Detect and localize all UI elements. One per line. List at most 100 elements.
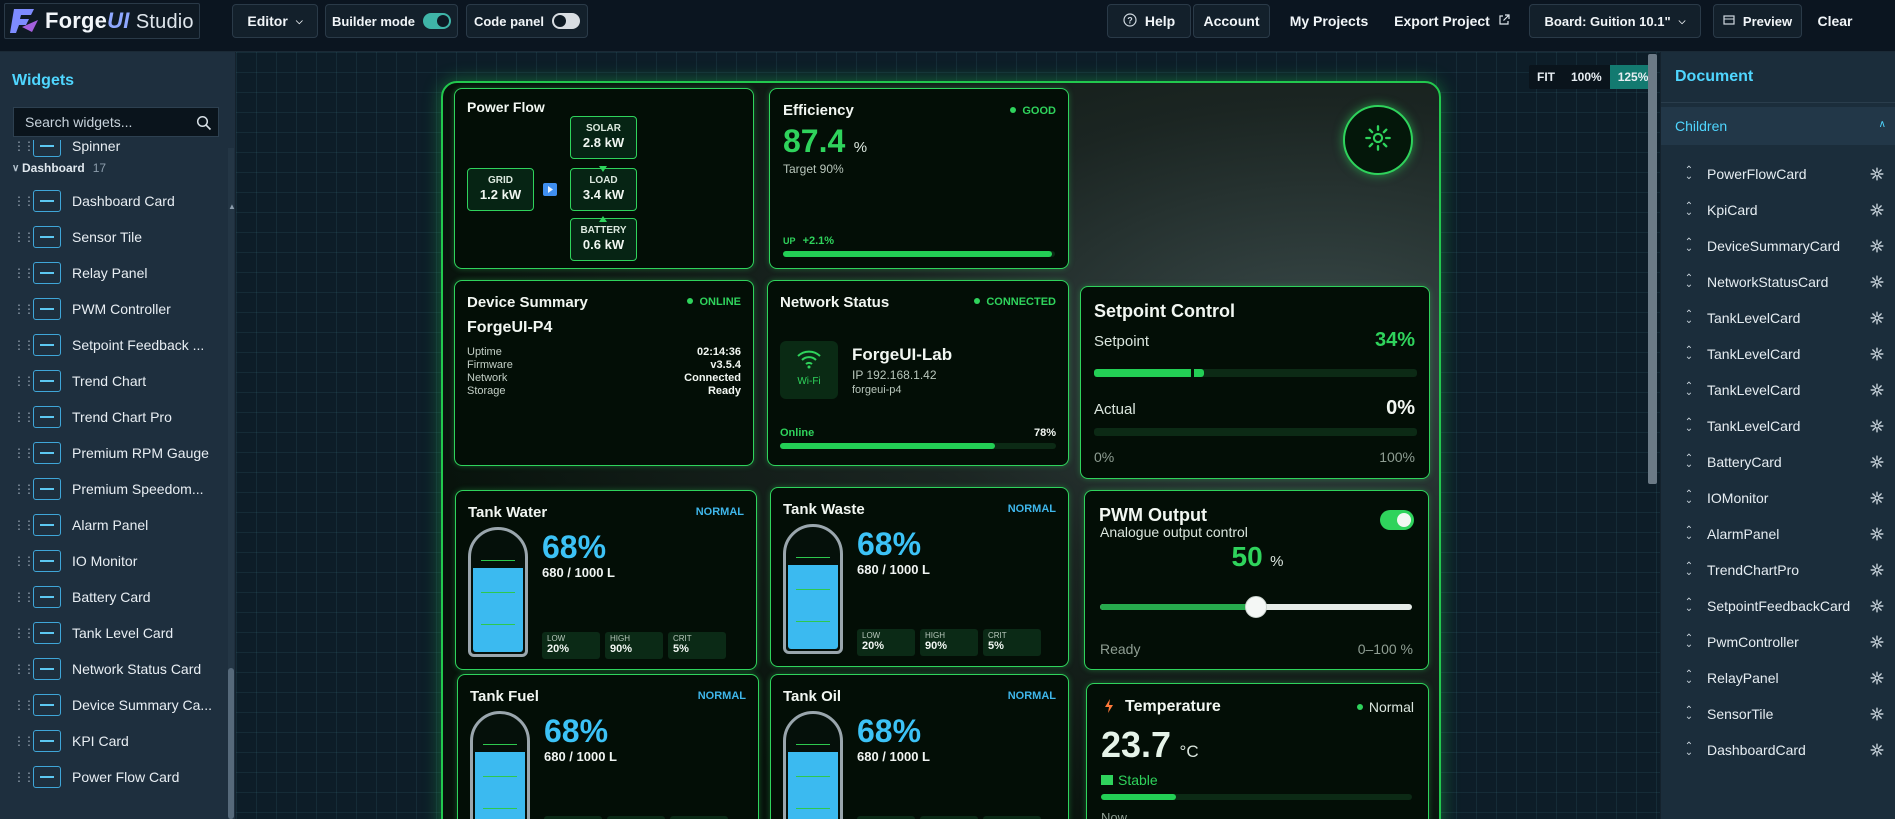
widget-item[interactable]: ⋮⋮ Alarm Panel [0,509,226,541]
builder-mode-switch[interactable] [423,13,452,29]
account-button[interactable]: Account [1193,4,1270,38]
temperature-card[interactable]: Temperature Normal 23.7 °C Stable Now [1086,683,1429,819]
device-screen[interactable]: Power Flow SOLAR 2.8 kW GRID 1.2 kW LOAD… [441,81,1441,819]
gear-icon[interactable] [1870,527,1884,541]
reorder-icon[interactable]: ⌃ ⌄ [1684,561,1694,578]
document-child-item[interactable]: ⌃ ⌄ TankLevelCard [1661,300,1895,336]
widget-group-dashboard[interactable]: ∨ Dashboard 17 [0,156,226,180]
document-child-item[interactable]: ⌃ ⌄ DashboardCard [1661,732,1895,768]
reorder-icon[interactable]: ⌃ ⌄ [1684,597,1694,614]
widget-item[interactable]: ⋮⋮ Relay Panel [0,257,226,289]
gear-icon[interactable] [1870,239,1884,253]
builder-mode-toggle[interactable]: Builder mode [325,4,458,38]
document-child-item[interactable]: ⌃ ⌄ KpiCard [1661,192,1895,228]
gear-icon[interactable] [1870,455,1884,469]
gear-icon[interactable] [1870,635,1884,649]
my-projects-link[interactable]: My Projects [1279,4,1379,38]
setpoint-slider[interactable] [1094,369,1417,377]
settings-button[interactable] [1343,105,1413,175]
widget-item[interactable]: ⋮⋮ IO Monitor [0,545,226,577]
widget-item[interactable]: ⋮⋮ Premium RPM Gauge [0,437,226,469]
reorder-icon[interactable]: ⌃ ⌄ [1684,489,1694,506]
clear-button[interactable]: Clear [1808,4,1862,38]
gear-icon[interactable] [1870,347,1884,361]
reorder-icon[interactable]: ⌃ ⌄ [1684,309,1694,326]
widget-item[interactable]: ⋮⋮ KPI Card [0,725,226,757]
drag-handle-icon[interactable]: ⋮⋮ [13,698,35,712]
widget-item-spinner[interactable]: ⋮⋮ Spinner [0,140,226,162]
pwm-enable-toggle[interactable] [1380,510,1414,530]
app-logo[interactable]: ForgeUI Studio [4,3,200,39]
tank-level-card[interactable]: Tank Waste NORMAL 68% 680 / 1000 L LOW 20% HIG… [770,487,1069,667]
widget-search-input[interactable] [13,107,219,137]
tank-level-card[interactable]: Tank Water NORMAL 68% 680 / 1000 L LOW 20% HIG… [455,490,757,670]
document-child-item[interactable]: ⌃ ⌄ DeviceSummaryCard [1661,228,1895,264]
drag-handle-icon[interactable]: ⋮⋮ [13,374,35,388]
slider-thumb[interactable] [1245,596,1267,618]
widget-item[interactable]: ⋮⋮ Tank Level Card [0,617,226,649]
help-button[interactable]: ? Help [1107,4,1191,38]
drag-handle-icon[interactable]: ⋮⋮ [13,338,35,352]
widget-item[interactable]: ⋮⋮ PWM Controller [0,293,226,325]
reorder-icon[interactable]: ⌃ ⌄ [1684,741,1694,758]
widget-item[interactable]: ⋮⋮ Device Summary Ca... [0,689,226,721]
editor-dropdown[interactable]: Editor ⌵ [232,4,318,38]
children-section-header[interactable]: Children ∧ [1661,107,1895,145]
pwm-output-card[interactable]: PWM Output Analogue output control 50 % … [1084,490,1429,670]
drag-handle-icon[interactable]: ⋮⋮ [13,626,35,640]
reorder-icon[interactable]: ⌃ ⌄ [1684,237,1694,254]
reorder-icon[interactable]: ⌃ ⌄ [1684,669,1694,686]
widget-item[interactable]: ⋮⋮ Battery Card [0,581,226,613]
reorder-icon[interactable]: ⌃ ⌄ [1684,273,1694,290]
drag-handle-icon[interactable]: ⋮⋮ [13,554,35,568]
widget-item[interactable]: ⋮⋮ Network Status Card [0,653,226,685]
gear-icon[interactable] [1870,311,1884,325]
document-child-item[interactable]: ⌃ ⌄ TrendChartPro [1661,552,1895,588]
pwm-slider[interactable] [1100,596,1412,618]
drag-handle-icon[interactable]: ⋮⋮ [13,266,35,280]
document-child-item[interactable]: ⌃ ⌄ TankLevelCard [1661,336,1895,372]
reorder-icon[interactable]: ⌃ ⌄ [1684,381,1694,398]
reorder-icon[interactable]: ⌃ ⌄ [1684,453,1694,470]
document-child-item[interactable]: ⌃ ⌄ PowerFlowCard [1661,156,1895,192]
canvas-scrollbar[interactable] [1648,54,1657,484]
drag-handle-icon[interactable]: ⋮⋮ [13,140,35,153]
design-canvas[interactable]: FIT 100% 125% Power Flow SOLAR 2.8 kW GR… [236,52,1660,819]
board-select[interactable]: Board: Guition 10.1" ⌵ [1529,4,1701,38]
gear-icon[interactable] [1870,707,1884,721]
widget-item[interactable]: ⋮⋮ Sensor Tile [0,221,226,253]
reorder-icon[interactable]: ⌃ ⌄ [1684,525,1694,542]
drag-handle-icon[interactable]: ⋮⋮ [13,518,35,532]
document-child-item[interactable]: ⌃ ⌄ PwmController [1661,624,1895,660]
export-project-link[interactable]: Export Project [1389,4,1515,38]
drag-handle-icon[interactable]: ⋮⋮ [13,410,35,424]
drag-handle-icon[interactable]: ⋮⋮ [13,230,35,244]
reorder-icon[interactable]: ⌃ ⌄ [1684,165,1694,182]
drag-handle-icon[interactable]: ⋮⋮ [13,302,35,316]
network-status-card[interactable]: Network Status CONNECTED Wi-Fi ForgeUI-L… [767,280,1069,466]
drag-handle-icon[interactable]: ⋮⋮ [13,770,35,784]
gear-icon[interactable] [1870,383,1884,397]
gear-icon[interactable] [1870,599,1884,613]
preview-button[interactable]: Preview [1713,4,1802,38]
drag-handle-icon[interactable]: ⋮⋮ [13,482,35,496]
search-icon[interactable] [196,115,212,131]
widget-item[interactable]: ⋮⋮ Setpoint Feedback ... [0,329,226,361]
setpoint-control-card[interactable]: Setpoint Control Setpoint 34% Actual 0% … [1080,286,1430,479]
reorder-icon[interactable]: ⌃ ⌄ [1684,345,1694,362]
document-child-item[interactable]: ⌃ ⌄ RelayPanel [1661,660,1895,696]
drag-handle-icon[interactable]: ⋮⋮ [13,590,35,604]
document-child-item[interactable]: ⌃ ⌄ NetworkStatusCard [1661,264,1895,300]
scroll-up-icon[interactable]: ▲ [228,202,236,211]
drag-handle-icon[interactable]: ⋮⋮ [13,662,35,676]
device-summary-card[interactable]: Device Summary ONLINE ForgeUI-P4 Uptime 0… [454,280,754,466]
gear-icon[interactable] [1870,275,1884,289]
document-child-item[interactable]: ⌃ ⌄ TankLevelCard [1661,372,1895,408]
widget-item[interactable]: ⋮⋮ Premium Speedom... [0,473,226,505]
drag-handle-icon[interactable]: ⋮⋮ [13,194,35,208]
gear-icon[interactable] [1870,491,1884,505]
document-child-item[interactable]: ⌃ ⌄ SetpointFeedbackCard [1661,588,1895,624]
zoom-100-button[interactable]: 100% [1571,70,1602,84]
zoom-fit-button[interactable]: FIT [1537,70,1555,84]
